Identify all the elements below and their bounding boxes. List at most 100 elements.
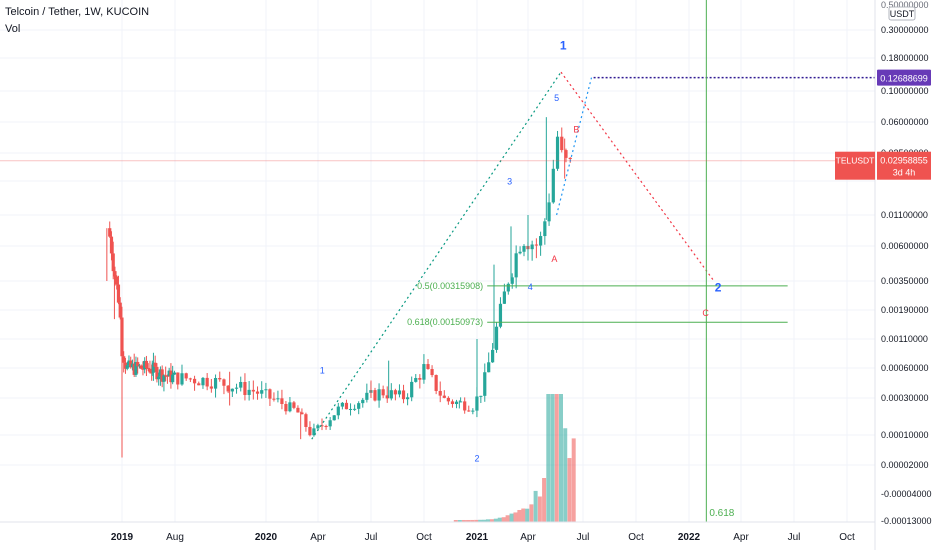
candle-body: [320, 425, 324, 427]
time-tick-label: Aug: [166, 532, 184, 543]
candle-body: [251, 389, 255, 392]
wave-2-correction-line: [560, 71, 715, 282]
time-tick-label: Oct: [416, 532, 432, 543]
time-tick-label: Jul: [577, 532, 590, 543]
candle-body: [397, 390, 402, 395]
candle-body: [487, 362, 491, 373]
price-tick-label: -0.00013000: [881, 516, 932, 526]
candle-body: [141, 368, 145, 370]
volume-bar: [563, 428, 568, 522]
symbol-legend-title[interactable]: Telcoin / Tether, 1W, KUCOIN: [5, 6, 150, 18]
candle-body: [120, 317, 124, 357]
volume-bar: [482, 519, 487, 522]
current-price-badge: [877, 151, 931, 180]
candle-body: [348, 408, 353, 410]
candle-body: [109, 236, 114, 254]
time-tick-label: Apr: [520, 532, 536, 543]
price-tick-label: 0.00002000: [881, 460, 929, 470]
candle-body: [218, 378, 222, 380]
time-tick-label: Apr: [733, 532, 749, 543]
symbol-badge: [835, 151, 875, 180]
candle-body: [385, 395, 389, 399]
candle-body: [479, 395, 483, 397]
time-tick-label: Oct: [839, 532, 855, 543]
candle-body: [284, 403, 288, 412]
candle-body: [454, 401, 459, 405]
volume-bar: [567, 458, 572, 522]
volume-bar: [517, 509, 522, 522]
volume-bar: [525, 508, 530, 522]
candle-body: [324, 426, 328, 428]
wave-label-small: 2: [474, 454, 479, 464]
volume-bar: [571, 438, 576, 522]
candle-body: [288, 402, 292, 412]
grid-lines: [0, 0, 875, 522]
candle-body: [292, 402, 296, 408]
price-tick-label: -0.00004000: [881, 489, 932, 499]
wave-1-impulse-line: [311, 71, 562, 440]
candle-body: [365, 392, 369, 400]
candle-body: [184, 373, 188, 379]
candle-body: [205, 377, 209, 387]
candle-body: [150, 372, 154, 374]
candle-body: [169, 370, 173, 383]
volume-legend-label[interactable]: Vol: [5, 23, 21, 35]
volume-bar: [466, 519, 471, 522]
candle-body: [491, 349, 495, 363]
volume-bar: [533, 490, 538, 522]
price-tick-label: 0.00030000: [881, 393, 929, 403]
candle-body: [450, 401, 455, 405]
candle-body: [539, 236, 543, 246]
candle-body: [308, 426, 312, 436]
time-tick-label: 2020: [255, 532, 278, 543]
candle-body: [353, 408, 357, 410]
candle-body: [157, 376, 161, 380]
candle-body: [172, 372, 177, 375]
fib-time-marker-label: 0.618: [709, 508, 734, 519]
candle-body: [264, 389, 268, 391]
candle-body: [209, 386, 213, 389]
wave-label-small: 5: [554, 93, 559, 103]
currency-box: [888, 6, 916, 21]
candle-body: [463, 401, 467, 411]
wave-labels: 1 2 3 4 5 1 2 A B C: [320, 39, 722, 464]
price-tick-label: 0.00600000: [881, 241, 929, 251]
candle-body: [514, 253, 518, 278]
candle-body: [146, 368, 150, 370]
current-price-label: 0.02958855: [880, 156, 928, 166]
volume-bar: [470, 519, 475, 522]
candle-body: [155, 366, 159, 380]
candle-body: [122, 356, 126, 363]
candle-body: [167, 370, 171, 377]
price-tick-label: 0.00190000: [881, 305, 929, 315]
candle-body: [160, 369, 164, 382]
candle-body: [377, 389, 381, 401]
candle-body: [125, 365, 129, 369]
candle-body: [137, 365, 142, 367]
candle-body: [361, 399, 365, 404]
candle-body: [498, 303, 503, 327]
candle-body: [434, 375, 438, 391]
candle-body: [304, 414, 308, 427]
candle-body: [312, 428, 316, 436]
candle-body: [164, 375, 168, 377]
price-tick-label: 0.00110000: [881, 334, 928, 344]
volume-bar: [478, 519, 483, 522]
volume-bar: [542, 477, 547, 522]
projection-line: [556, 77, 593, 216]
volume-bar: [505, 515, 510, 522]
candle-body: [243, 381, 247, 395]
candle-body: [115, 276, 119, 285]
candle-body: [201, 377, 205, 386]
candle-body: [422, 364, 426, 380]
wave-label-large: 2: [715, 281, 722, 295]
volume-bar: [554, 394, 559, 522]
candle-body: [108, 228, 112, 237]
price-tick-label: 0.01100000: [881, 210, 928, 220]
candle-body: [296, 407, 300, 413]
time-tick-label: Oct: [628, 532, 644, 543]
candle-body: [276, 398, 280, 400]
candle-body: [418, 378, 422, 380]
